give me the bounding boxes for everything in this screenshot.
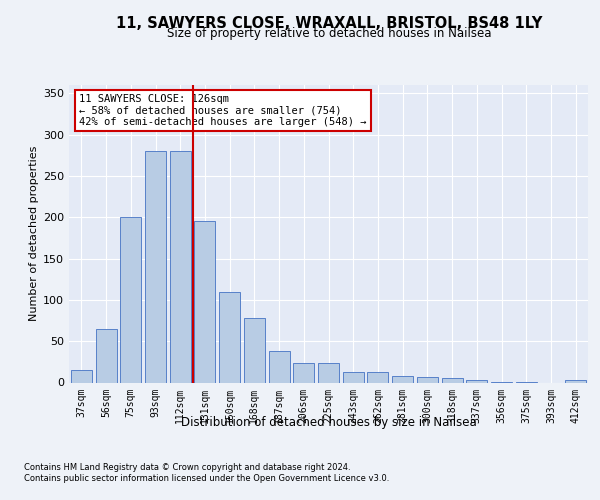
Bar [417,376,438,382]
Bar [392,376,413,382]
Bar [194,222,215,382]
Text: Contains public sector information licensed under the Open Government Licence v3: Contains public sector information licen… [24,474,389,483]
Text: 11, SAWYERS CLOSE, WRAXALL, BRISTOL, BS48 1LY: 11, SAWYERS CLOSE, WRAXALL, BRISTOL, BS4… [116,16,542,31]
Bar [71,370,92,382]
Bar [145,151,166,382]
Bar [343,372,364,382]
Text: 11 SAWYERS CLOSE: 126sqm
← 58% of detached houses are smaller (754)
42% of semi-: 11 SAWYERS CLOSE: 126sqm ← 58% of detach… [79,94,367,127]
Y-axis label: Number of detached properties: Number of detached properties [29,146,39,322]
Bar [219,292,240,382]
Text: Distribution of detached houses by size in Nailsea: Distribution of detached houses by size … [181,416,476,429]
Bar [367,372,388,382]
Bar [293,362,314,382]
Bar [466,380,487,382]
Bar [318,362,339,382]
Bar [170,151,191,382]
Bar [120,217,141,382]
Text: Contains HM Land Registry data © Crown copyright and database right 2024.: Contains HM Land Registry data © Crown c… [24,462,350,471]
Text: Size of property relative to detached houses in Nailsea: Size of property relative to detached ho… [167,28,491,40]
Bar [565,380,586,382]
Bar [269,351,290,382]
Bar [244,318,265,382]
Bar [442,378,463,382]
Bar [95,329,116,382]
